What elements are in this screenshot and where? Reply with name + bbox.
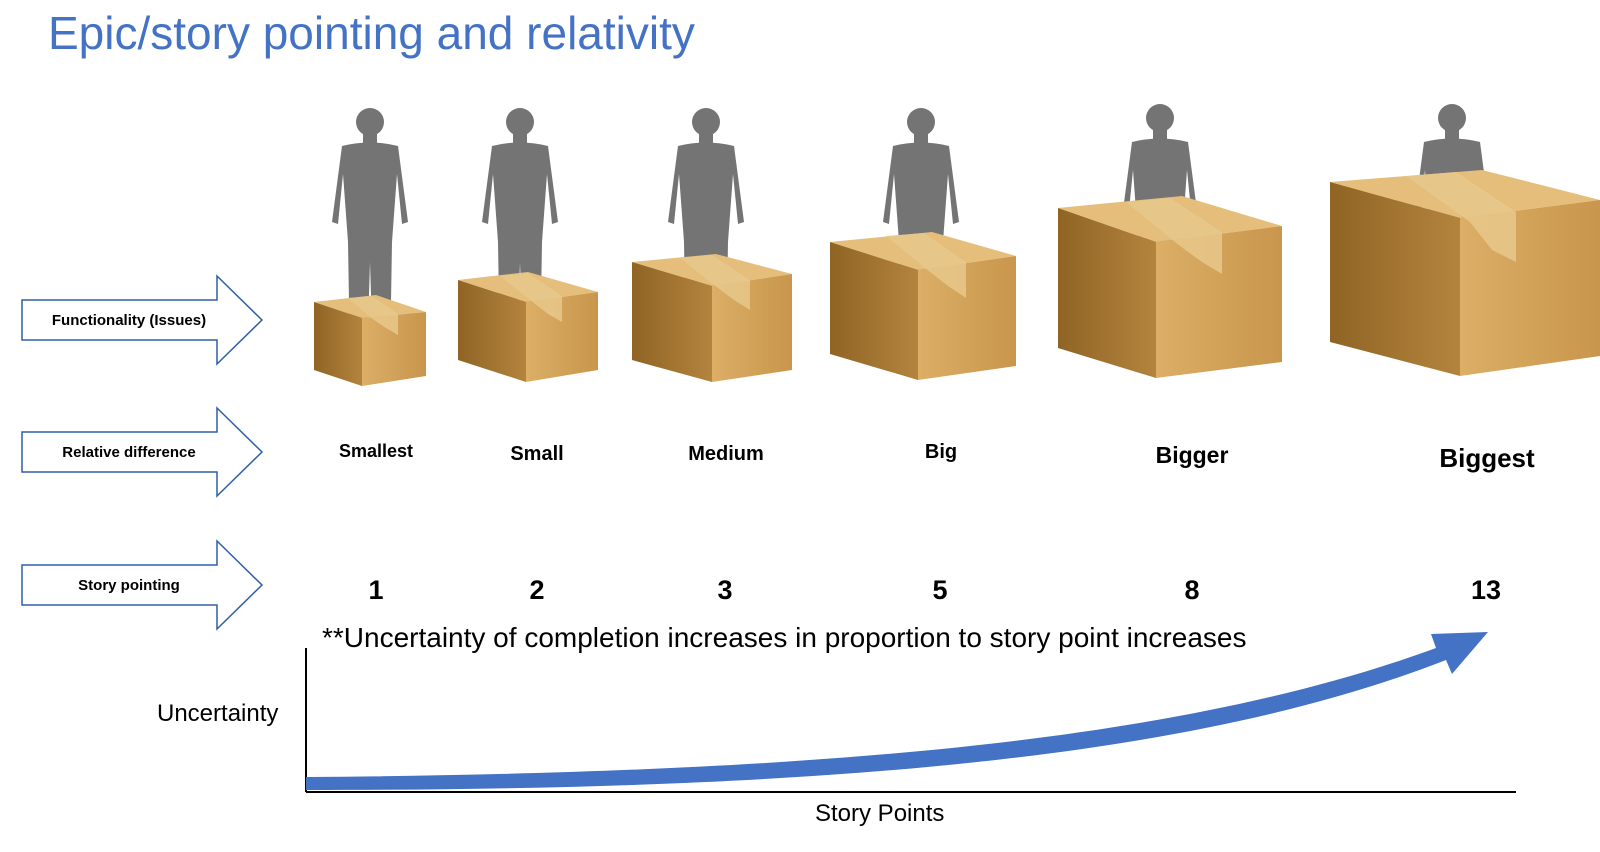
relative-row-label: Relative difference	[62, 443, 196, 461]
story-point-2: 2	[529, 575, 545, 605]
block-arrow-icon	[21, 274, 264, 366]
size-label-bigger: Bigger	[1155, 442, 1229, 468]
cardboard-box-icon	[1330, 170, 1600, 376]
cardboard-box-icon	[830, 232, 1016, 380]
cardboard-box-icon	[314, 295, 426, 386]
story-point-1: 1	[368, 575, 384, 605]
pointing-row-arrow: Story pointing	[20, 539, 266, 631]
size-label-small: Small	[510, 443, 564, 465]
size-label-big: Big	[924, 441, 958, 463]
uncertainty-note: **Uncertainty of completion increases in…	[322, 622, 1247, 653]
uncertainty-curve-arrow	[306, 632, 1488, 790]
size-label-smallest: Smallest	[338, 441, 414, 461]
story-point-13: 13	[1470, 575, 1502, 605]
block-arrow-icon	[21, 406, 264, 498]
size-label-biggest: Biggest	[1439, 443, 1535, 473]
story-point-8: 8	[1184, 575, 1200, 605]
relative-row-arrow: Relative difference	[20, 406, 266, 498]
cardboard-box-icon	[1058, 196, 1282, 378]
y-axis-label: Uncertainty	[157, 700, 279, 727]
cardboard-box-icon	[458, 272, 598, 382]
x-axis-label: Story Points	[815, 800, 945, 827]
block-arrow-icon	[21, 539, 264, 631]
story-point-5: 5	[932, 575, 948, 605]
story-point-3: 3	[717, 575, 733, 605]
functionality-row-label: Functionality (Issues)	[51, 311, 207, 329]
cardboard-box-icon	[632, 254, 792, 382]
page-title: Epic/story pointing and relativity	[48, 7, 695, 59]
size-label-medium: Medium	[688, 443, 764, 465]
functionality-row-arrow: Functionality (Issues)	[20, 274, 266, 366]
pointing-row-label: Story pointing	[78, 576, 180, 594]
